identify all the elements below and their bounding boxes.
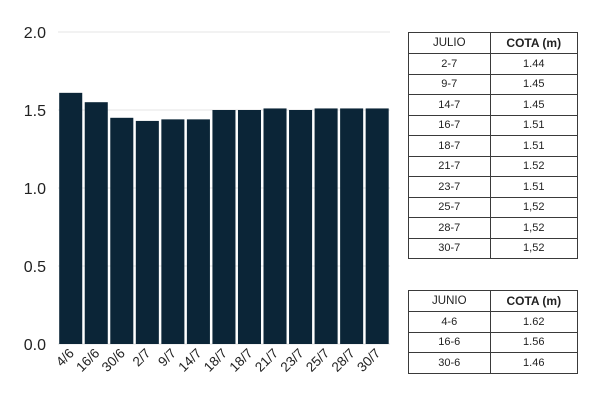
table-row: 16-6 1.56 <box>408 331 579 353</box>
cota-cell: 1.45 <box>489 94 579 116</box>
cota-cell: 1.45 <box>489 73 579 95</box>
cota-cell: 1.51 <box>489 176 579 198</box>
bar <box>186 119 210 344</box>
y-tick-label: 2.0 <box>24 25 46 42</box>
y-tick-label: 1.0 <box>24 181 46 198</box>
x-tick-label: 16/6 <box>73 346 102 375</box>
table-junio: JUNIO COTA (m) 4-6 1.62 16-6 1.56 30-6 1.46 <box>408 290 579 374</box>
bar <box>340 108 364 344</box>
table-row: 9-7 1.45 <box>408 73 579 95</box>
date-cell: 4-6 <box>408 311 491 333</box>
cota-cell: 1.46 <box>489 352 579 374</box>
x-tick-label: 9/7 <box>155 346 179 370</box>
date-cell: 14-7 <box>408 94 491 116</box>
bar <box>110 117 134 344</box>
header-julio: JULIO <box>408 32 491 54</box>
cota-cell: 1.51 <box>489 135 579 157</box>
y-tick-label: 0.0 <box>24 337 46 354</box>
date-cell: 28-7 <box>408 217 491 239</box>
cota-cell: 1.62 <box>489 311 579 333</box>
date-cell: 30-6 <box>408 352 491 374</box>
bar <box>59 92 83 344</box>
x-tick-label: 30/6 <box>99 346 128 375</box>
bar <box>237 110 262 344</box>
x-tick-label: 30/7 <box>354 346 383 375</box>
cota-cell: 1.52 <box>489 155 579 177</box>
bar <box>314 108 338 344</box>
x-tick-label: 28/7 <box>329 346 358 375</box>
date-cell: 18-7 <box>408 135 491 157</box>
table-header-row: JUNIO COTA (m) <box>408 290 579 312</box>
header-cota: COTA (m) <box>489 32 579 54</box>
y-tick-label: 0.5 <box>24 259 46 276</box>
header-cota: COTA (m) <box>489 290 579 312</box>
date-cell: 30-7 <box>408 237 491 259</box>
date-cell: 23-7 <box>408 176 491 198</box>
date-cell: 21-7 <box>408 155 491 177</box>
date-cell: 16-6 <box>408 331 491 353</box>
table-row: 30-6 1.46 <box>408 352 579 374</box>
date-cell: 9-7 <box>408 73 491 95</box>
cota-cell: 1.44 <box>489 53 579 75</box>
x-tick-label: 4/6 <box>53 346 77 370</box>
cota-cell: 1,52 <box>489 196 579 218</box>
x-tick-label: 23/7 <box>278 346 307 375</box>
bar-chart: 0.00.51.01.52.0 4/616/630/6 2/7 9/714/718/… <box>24 25 390 375</box>
bar <box>135 120 159 344</box>
x-tick-label: 14/7 <box>175 346 204 375</box>
bar <box>161 119 185 344</box>
x-tick-label: 18/7 <box>201 346 230 375</box>
date-cell: 16-7 <box>408 114 491 136</box>
x-tick-label: 21/7 <box>252 346 281 375</box>
date-cell: 25-7 <box>408 196 491 218</box>
table-row: 30-7 1,52 <box>408 237 579 259</box>
x-tick-label: 25/7 <box>303 346 332 375</box>
bar <box>263 108 287 344</box>
x-axis: 4/616/630/6 2/7 9/714/718/718/721/723/725/… <box>53 346 383 375</box>
cota-cell: 1.56 <box>489 331 579 353</box>
table-row: 2-7 1.44 <box>408 53 579 75</box>
cota-cell: 1,52 <box>489 237 579 259</box>
bar <box>289 110 313 344</box>
bar <box>84 102 108 344</box>
table-julio: JULIO COTA (m) 2-7 1.44 9-7 1.45 14-7 1.45 16-… <box>408 32 579 259</box>
bar-series <box>59 92 389 344</box>
date-cell: 2-7 <box>408 53 491 75</box>
table-row: 14-7 1.45 <box>408 94 579 116</box>
x-tick-label: 18/7 <box>226 346 255 375</box>
table-row: 25-7 1,52 <box>408 196 579 218</box>
header-junio: JUNIO <box>408 290 491 312</box>
bar <box>365 108 389 344</box>
cota-cell: 1,52 <box>489 217 579 239</box>
y-tick-label: 1.5 <box>24 103 46 120</box>
y-axis: 0.0 0.5 1.0 1.5 2.0 <box>24 25 46 354</box>
table-row: 28-7 1,52 <box>408 217 579 239</box>
table-row: 4-6 1.62 <box>408 311 579 333</box>
bar <box>212 110 236 344</box>
table-row: 23-7 1.51 <box>408 176 579 198</box>
table-row: 16-7 1.51 <box>408 114 579 136</box>
table-row: 18-7 1.51 <box>408 135 579 157</box>
x-tick-label: 2/7 <box>130 346 154 370</box>
table-row: 21-7 1.52 <box>408 155 579 177</box>
table-header-row: JULIO COTA (m) <box>408 32 579 54</box>
cota-cell: 1.51 <box>489 114 579 136</box>
